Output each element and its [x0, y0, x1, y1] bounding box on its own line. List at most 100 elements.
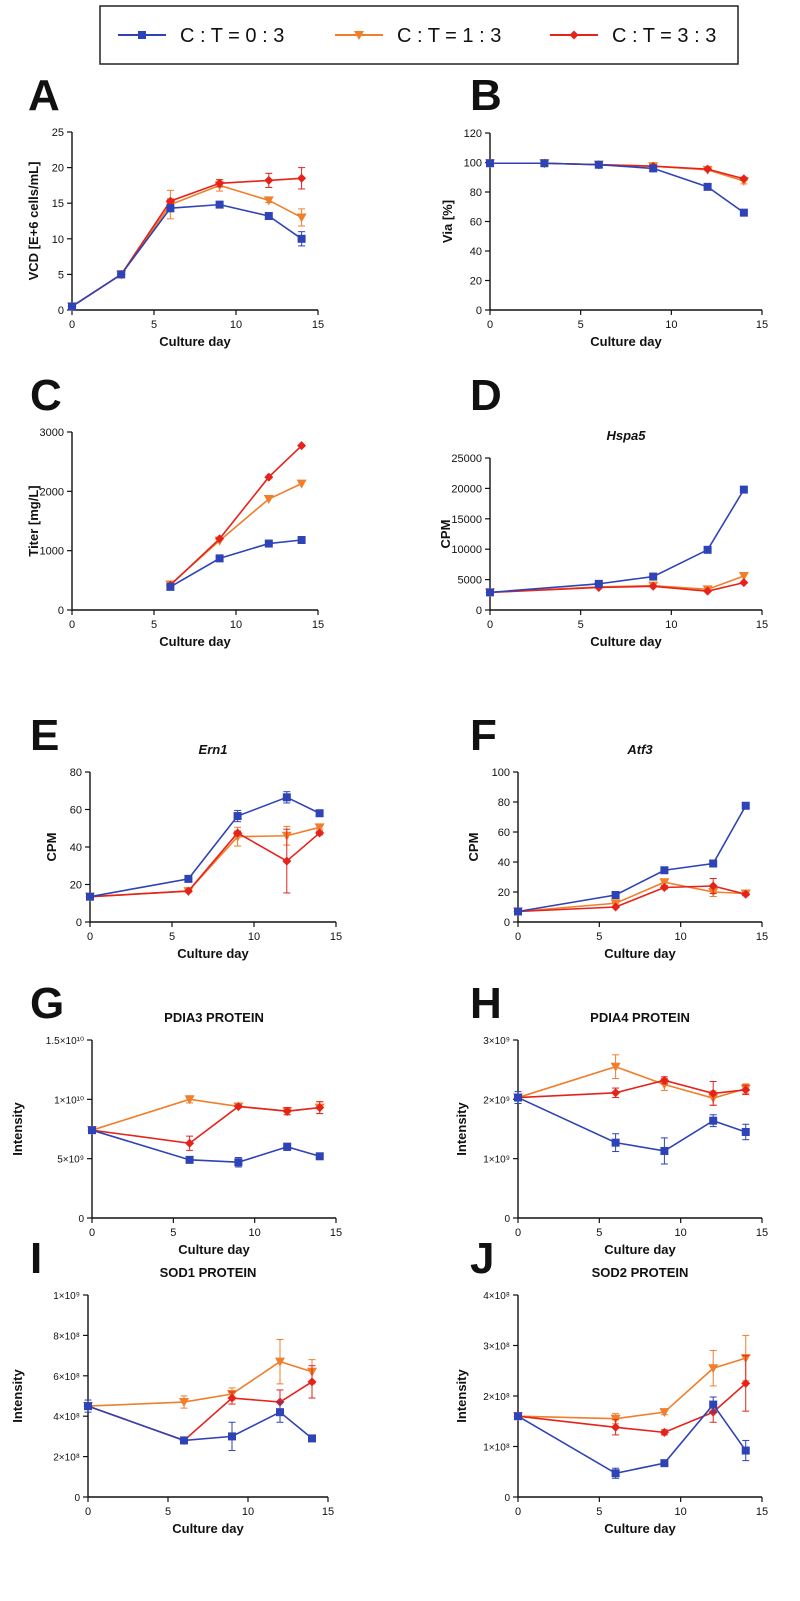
- y-tick-label: 0: [504, 917, 510, 929]
- data-point: [703, 182, 712, 191]
- y-axis-title: Intensity: [10, 1369, 25, 1423]
- data-point: [659, 1080, 670, 1090]
- y-tick-label: 0: [504, 1493, 510, 1504]
- x-tick-label: 5: [165, 1506, 171, 1518]
- data-point: [308, 1434, 316, 1443]
- series-line: [89, 831, 321, 898]
- panel-E: E Ern1 0 5 10 15 0 20 40 60 80 Culture day CPM: [30, 711, 342, 961]
- y-tick-label: 20: [470, 276, 482, 288]
- x-tick-label: 15: [322, 1506, 334, 1518]
- data-point: [180, 1436, 188, 1445]
- data-point: [263, 495, 274, 505]
- data-point: [659, 1408, 670, 1418]
- y-tick-label: 0: [504, 1214, 510, 1225]
- panel-letter: C: [30, 371, 62, 420]
- y-tick-label: 1×10⁸: [483, 1443, 510, 1454]
- panel-letter: J: [470, 1234, 494, 1283]
- panel-G: G PDIA3 PROTEIN 0 5 10 15 0 5×10⁹ 1×10¹⁰ 1.5×10¹⁰…: [10, 979, 342, 1257]
- data-point: [660, 1146, 669, 1155]
- data-point: [233, 828, 243, 838]
- x-axis-title: Culture day: [604, 1521, 676, 1536]
- y-tick-label: 3×10⁸: [483, 1342, 510, 1353]
- x-tick-label: 10: [242, 1506, 254, 1518]
- x-tick-label: 15: [756, 1227, 768, 1239]
- y-axis-title: Intensity: [10, 1102, 25, 1156]
- x-axis-title: Culture day: [159, 334, 231, 349]
- legend-marker: [138, 31, 146, 39]
- data-point: [228, 1432, 236, 1441]
- y-tick-label: 0: [58, 605, 64, 617]
- data-point: [738, 571, 749, 581]
- y-tick-label: 100: [464, 158, 482, 170]
- series-ct-3-3: [165, 441, 307, 590]
- y-tick-label: 25000: [451, 453, 482, 465]
- data-point: [703, 164, 713, 174]
- data-point: [314, 823, 325, 833]
- data-point: [185, 1155, 194, 1164]
- data-point: [709, 1116, 718, 1125]
- data-point: [708, 881, 718, 891]
- y-tick-label: 0: [74, 1493, 80, 1504]
- data-point: [594, 160, 603, 169]
- data-point: [610, 1062, 621, 1072]
- y-tick-label: 0: [476, 305, 482, 317]
- x-axis-title: Culture day: [604, 1242, 676, 1257]
- panel-letter: E: [30, 711, 59, 760]
- series-ct-3-3: [485, 158, 749, 184]
- x-tick-label: 10: [675, 931, 687, 943]
- legend: C : T = 0 : 3 C : T = 1 : 3 C : T = 3 : 3: [99, 5, 739, 65]
- data-point: [166, 204, 175, 213]
- x-tick-label: 5: [151, 619, 157, 631]
- series-line: [169, 539, 302, 588]
- data-point: [649, 572, 658, 581]
- data-point: [708, 1364, 719, 1374]
- y-axis-title: CPM: [438, 520, 453, 549]
- data-point: [611, 1469, 620, 1478]
- x-tick-label: 10: [675, 1227, 687, 1239]
- x-axis-title: Culture day: [590, 334, 662, 349]
- legend-box: [99, 5, 739, 65]
- x-tick-label: 0: [487, 319, 493, 331]
- data-point: [540, 159, 549, 168]
- series-ct-0-3: [68, 200, 306, 311]
- panel-letter: F: [470, 711, 497, 760]
- x-tick-label: 5: [151, 319, 157, 331]
- y-tick-label: 20: [52, 163, 64, 175]
- y-tick-label: 40: [498, 857, 510, 869]
- x-axis-title: Culture day: [177, 946, 249, 961]
- y-tick-label: 25: [52, 127, 64, 139]
- y-tick-label: 15000: [451, 514, 482, 526]
- y-tick-label: 3000: [40, 427, 64, 439]
- y-tick-label: 2000: [40, 486, 64, 498]
- legend-marker: [354, 31, 364, 40]
- y-tick-label: 1×10⁹: [53, 1291, 80, 1302]
- y-tick-label: 60: [70, 805, 82, 817]
- data-point: [233, 812, 242, 821]
- panel-letter: I: [30, 1234, 42, 1283]
- legend-entry: C : T = 3 : 3: [550, 25, 716, 47]
- data-point: [227, 1393, 237, 1403]
- data-point: [215, 534, 225, 544]
- data-point: [610, 1414, 621, 1424]
- y-tick-label: 20: [70, 880, 82, 892]
- legend-label: C : T = 3 : 3: [612, 25, 716, 47]
- x-tick-label: 15: [312, 619, 324, 631]
- data-point: [514, 907, 522, 916]
- y-tick-label: 100: [492, 767, 510, 779]
- data-point: [703, 545, 712, 554]
- data-point: [183, 886, 193, 896]
- x-axis-title: Culture day: [590, 634, 662, 649]
- series-ct-0-3: [486, 485, 748, 597]
- y-axis-title: Intensity: [454, 1102, 469, 1156]
- y-tick-label: 2×10⁹: [483, 1095, 510, 1106]
- legend-label: C : T = 0 : 3: [180, 25, 284, 47]
- x-tick-label: 5: [578, 619, 584, 631]
- y-tick-label: 5×10⁹: [57, 1155, 84, 1166]
- panel-H: H PDIA4 PROTEIN 0 5 10 15 0 1×10⁹ 2×10⁹ 3×10⁹ Cult…: [454, 979, 768, 1257]
- data-point: [315, 828, 325, 838]
- data-point: [709, 1400, 718, 1409]
- chart-title: PDIA4 PROTEIN: [590, 1010, 690, 1025]
- data-point: [660, 866, 669, 875]
- panel-A: A 0 5 10 15 0 5 10 15 20 25 Culture day VCD [E+6 cel…: [26, 71, 324, 349]
- data-point: [649, 164, 658, 173]
